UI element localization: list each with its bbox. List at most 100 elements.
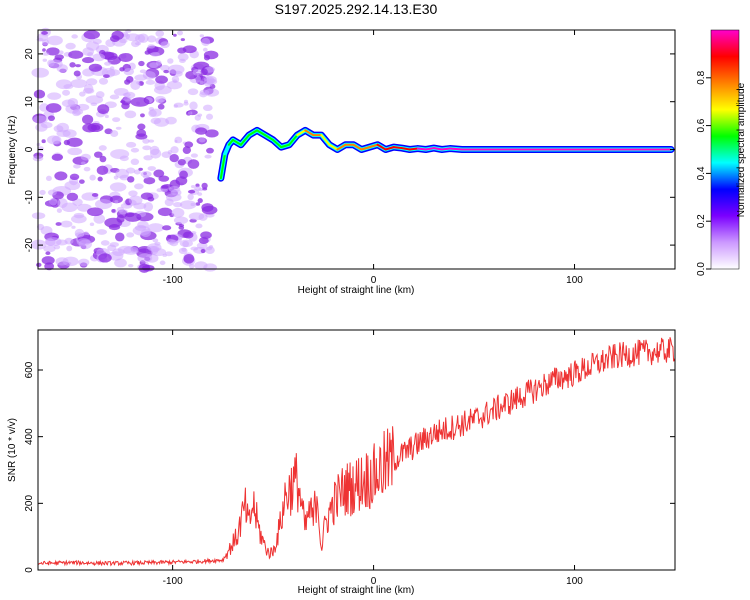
noise-blob: [117, 245, 134, 254]
noise-blob: [155, 95, 166, 103]
noise-blob: [162, 225, 172, 231]
y-tick-label: 200: [24, 495, 35, 512]
noise-blob: [148, 109, 157, 118]
ridge-segment: [256, 129, 267, 137]
noise-blob: [187, 193, 194, 201]
ridge-segment: [368, 143, 379, 149]
ridge-segment: [223, 143, 230, 156]
noise-blob: [167, 64, 185, 75]
noise-blob: [158, 175, 170, 182]
noise-blob: [66, 137, 83, 148]
colorbar-tick-label: 0.6: [696, 118, 707, 132]
y-tick-label: 20: [24, 48, 35, 60]
x-tick-label: -100: [163, 576, 183, 587]
noise-blob: [142, 138, 150, 144]
noise-blob: [142, 174, 150, 179]
noise-blob: [121, 102, 130, 110]
noise-blob: [127, 176, 135, 183]
noise-blob: [172, 201, 183, 208]
noise-blob: [173, 33, 177, 37]
noise-blob: [104, 61, 112, 66]
noise-blob: [31, 67, 49, 78]
noise-blob: [195, 223, 203, 229]
noise-blob: [106, 69, 121, 77]
noise-blob: [71, 34, 78, 39]
noise-blob: [142, 145, 152, 151]
noise-blob: [82, 47, 95, 56]
noise-blob: [39, 189, 46, 196]
noise-blob: [200, 68, 208, 76]
noise-blob: [130, 97, 150, 107]
noise-blob: [69, 173, 80, 181]
noise-blob: [87, 207, 104, 217]
noise-blob: [46, 47, 60, 56]
noise-blob: [75, 64, 81, 68]
noise-blob: [48, 59, 63, 69]
noise-blob: [54, 171, 68, 181]
noise-blob: [92, 53, 106, 62]
x-tick-label: 0: [371, 576, 377, 587]
noise-blob: [109, 242, 119, 248]
noise-blob: [104, 114, 109, 119]
noise-blob: [131, 249, 138, 254]
noise-blob: [130, 147, 140, 153]
noise-blob: [83, 166, 91, 172]
y-tick-label: 0: [24, 567, 35, 573]
noise-blob: [113, 175, 119, 180]
noise-blob: [33, 115, 48, 124]
snr-frame: [37, 329, 676, 571]
noise-blob: [120, 100, 126, 104]
noise-blob: [78, 239, 92, 250]
noise-blob: [190, 246, 199, 251]
colorbar-label: Normalized spectral amplitude: [736, 82, 747, 217]
noise-blob: [147, 166, 156, 171]
noise-blob: [200, 231, 212, 239]
spectral-ridge: [217, 126, 675, 182]
noise-blob: [70, 78, 88, 88]
noise-blob: [143, 202, 154, 212]
noise-blob: [62, 89, 71, 96]
y-tick-label: 600: [24, 361, 35, 378]
noise-blob: [37, 223, 45, 231]
noise-blob: [42, 52, 50, 56]
noise-blob: [137, 33, 149, 43]
noise-blob: [83, 30, 100, 40]
noise-blob: [150, 148, 162, 159]
noise-blob: [138, 263, 151, 273]
noise-blob: [197, 113, 203, 117]
noise-blob: [155, 75, 168, 84]
noise-blob: [166, 193, 182, 202]
noise-blob: [130, 80, 141, 90]
noise-blob: [72, 109, 81, 117]
noise-blob: [98, 253, 112, 263]
noise-blob: [128, 195, 143, 206]
noise-blob: [45, 251, 51, 255]
ridge-segment: [360, 146, 371, 151]
noise-blob: [140, 192, 154, 200]
x-tick-label: -100: [163, 275, 183, 286]
noise-blob: [45, 175, 52, 182]
noise-blob: [202, 104, 213, 112]
noise-blob: [51, 153, 64, 161]
ridge-segment: [247, 129, 259, 137]
noise-blob: [82, 57, 95, 64]
noise-blob: [147, 223, 165, 233]
noise-blob: [63, 139, 71, 146]
noise-blob: [104, 217, 123, 228]
noise-blob: [173, 216, 189, 225]
noise-blob: [114, 200, 119, 204]
snr-y-label: SNR (10 * v/v): [7, 418, 18, 482]
x-tick-label: 0: [371, 275, 377, 286]
noise-blob: [33, 89, 46, 99]
snr-x-label: Height of straight line (km): [298, 585, 415, 596]
ridge-segment: [288, 134, 299, 146]
noise-blob: [56, 239, 68, 246]
noise-blob: [133, 169, 141, 175]
noise-blob: [36, 142, 41, 147]
noise-blob: [157, 207, 173, 217]
noise-blob: [56, 208, 62, 213]
noise-blob: [201, 37, 211, 47]
ridge-segment: [400, 147, 411, 151]
noise-blob: [160, 188, 168, 193]
noise-blob: [73, 164, 81, 169]
